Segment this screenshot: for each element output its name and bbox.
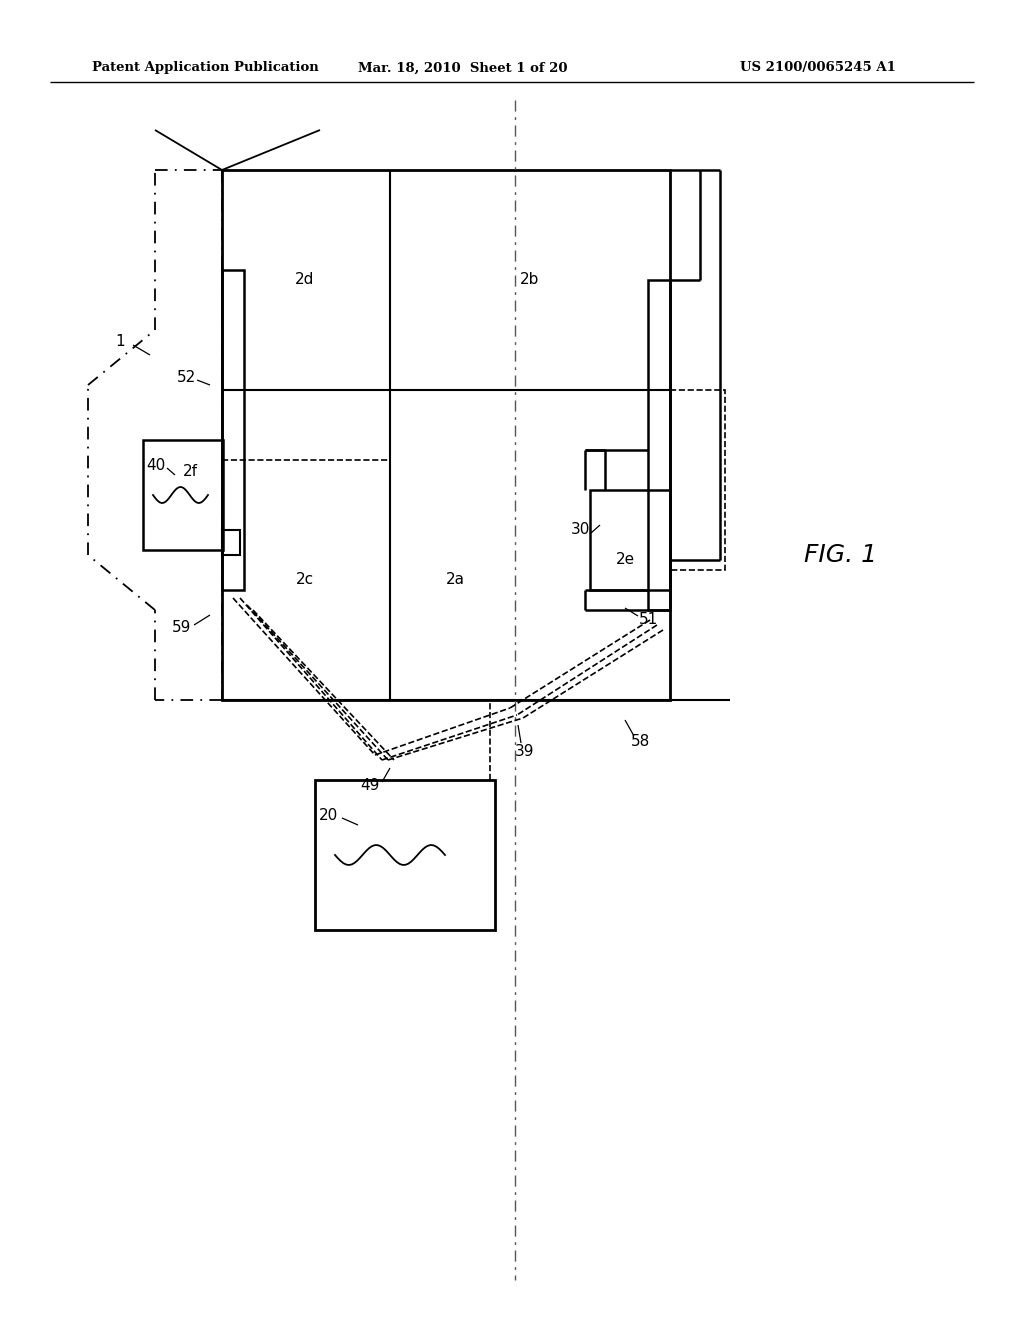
Text: Mar. 18, 2010  Sheet 1 of 20: Mar. 18, 2010 Sheet 1 of 20 (358, 62, 567, 74)
Text: 1: 1 (115, 334, 125, 350)
Text: 20: 20 (318, 808, 338, 824)
Text: 2d: 2d (295, 272, 314, 288)
Text: 2e: 2e (615, 553, 635, 568)
Bar (222, 170, 670, 700)
Text: 40: 40 (146, 458, 166, 473)
Text: 58: 58 (631, 734, 649, 750)
Text: 49: 49 (360, 777, 380, 792)
Text: 52: 52 (176, 371, 196, 385)
Text: 2a: 2a (445, 573, 465, 587)
Text: 2b: 2b (520, 272, 540, 288)
Text: Patent Application Publication: Patent Application Publication (92, 62, 318, 74)
Text: 39: 39 (515, 744, 535, 759)
Bar (222, 531, 240, 554)
Text: US 2100/0065245 A1: US 2100/0065245 A1 (740, 62, 896, 74)
Text: FIG. 1: FIG. 1 (804, 543, 877, 568)
Bar (222, 271, 244, 590)
Bar (143, 440, 223, 550)
Text: 51: 51 (638, 612, 657, 627)
Bar (315, 780, 495, 931)
Bar (648, 280, 670, 610)
Bar (670, 389, 725, 570)
Text: 2c: 2c (296, 573, 314, 587)
Text: 59: 59 (172, 620, 191, 635)
Bar (590, 490, 670, 590)
Text: 30: 30 (570, 523, 590, 537)
Text: 2f: 2f (182, 465, 198, 479)
